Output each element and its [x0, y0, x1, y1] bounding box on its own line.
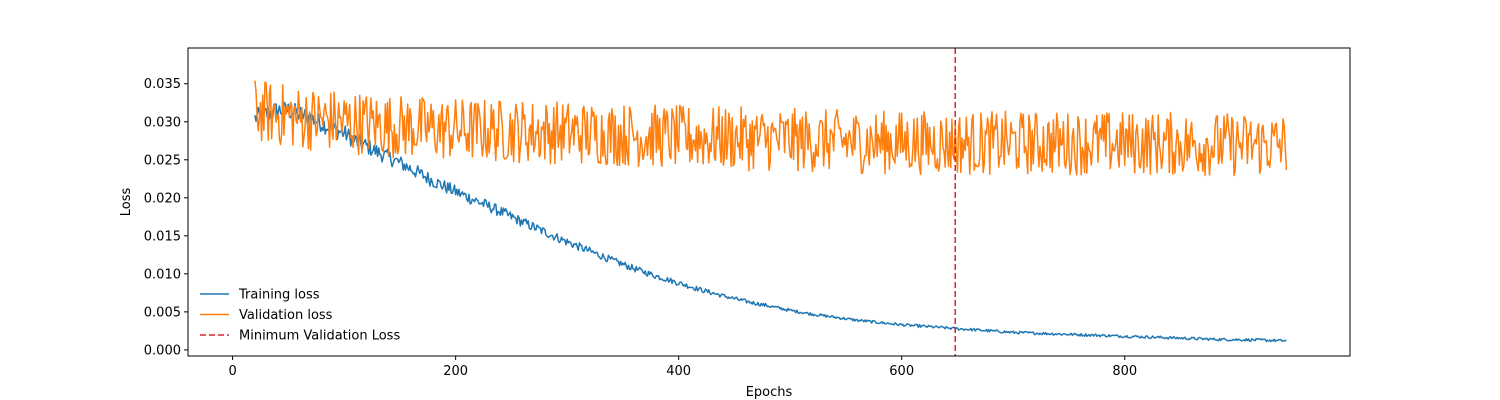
legend: Training loss Validation loss Minimum Vali… [200, 288, 400, 344]
y-tick-label: 0.015 [144, 229, 181, 244]
y-tick-label: 0.035 [144, 77, 181, 92]
series-line-training-loss [254, 101, 1287, 343]
plot-lines [254, 48, 1288, 356]
y-tick-label: 0.000 [144, 343, 181, 358]
x-tick-label: 600 [889, 364, 914, 379]
y-tick-label: 0.005 [144, 305, 181, 320]
x-tick-label: 0 [228, 364, 236, 379]
x-tick-label: 800 [1112, 364, 1137, 379]
x-tick-label: 400 [666, 364, 691, 379]
legend-label-validation-loss: Validation loss [239, 308, 333, 323]
x-tick-label: 200 [443, 364, 468, 379]
y-tick-label: 0.030 [144, 115, 181, 130]
series-line-validation-loss [254, 80, 1288, 177]
y-axis-label: Loss [119, 188, 134, 217]
y-tick-label: 0.020 [144, 191, 181, 206]
legend-label-minimum-validation-loss: Minimum Validation Loss [239, 329, 400, 344]
legend-label-training-loss: Training loss [238, 288, 320, 303]
x-axis-label: Epochs [746, 385, 793, 400]
y-tick-label: 0.010 [144, 267, 181, 282]
x-axis: 0 200 400 600 800 [228, 356, 1137, 379]
y-axis: 0.000 0.005 0.010 0.015 0.020 0.025 0.030 0.035 [144, 77, 188, 358]
plot-frame [187, 47, 1351, 357]
y-tick-label: 0.025 [144, 153, 181, 168]
